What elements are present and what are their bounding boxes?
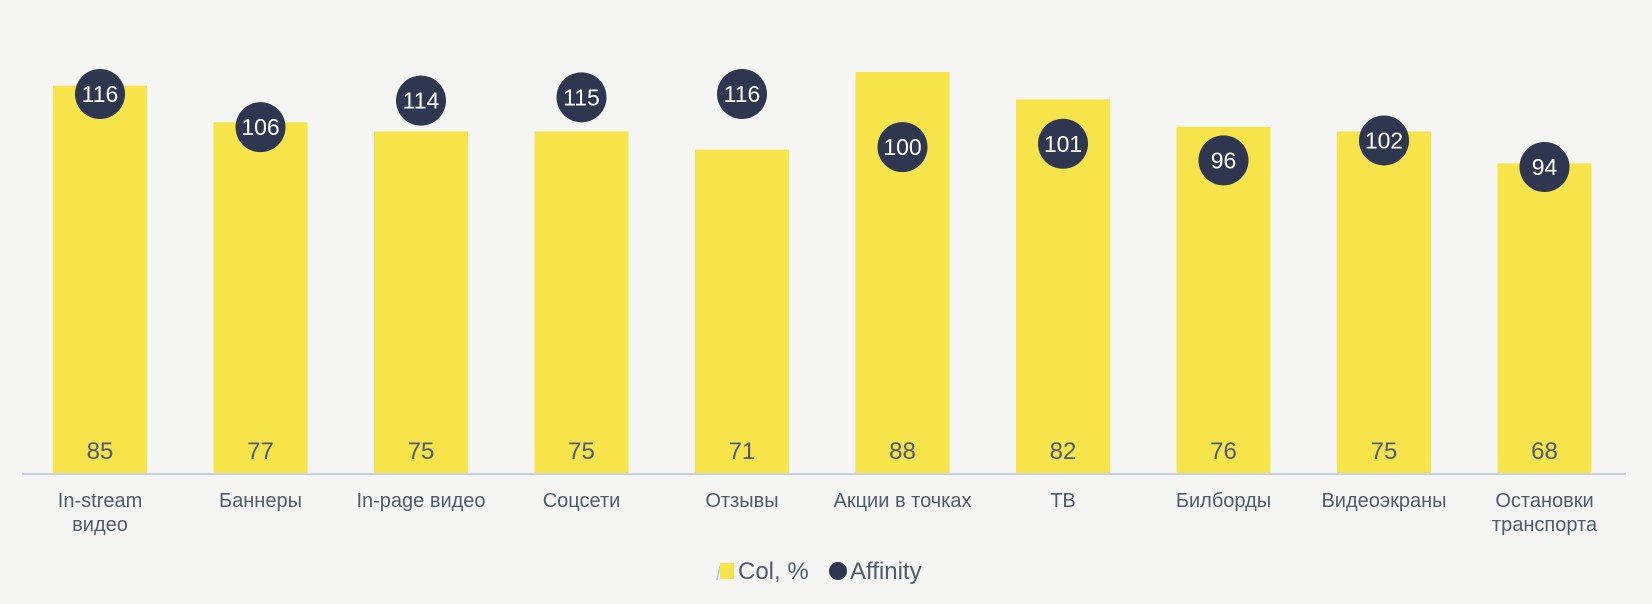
- affinity-dot: [1038, 118, 1088, 169]
- affinity-dot-label: 106: [241, 114, 279, 140]
- bar-value-label: 82: [1050, 438, 1077, 465]
- bar-value-label: 75: [408, 438, 435, 465]
- category-label: In-stream: [58, 490, 142, 512]
- legend-affinity-swatch: [829, 562, 847, 580]
- legend-col-marker-stroke: [716, 565, 721, 581]
- category-label: Остановки: [1495, 490, 1593, 512]
- legend-col-swatch: [720, 563, 734, 579]
- affinity-dot-label: 115: [563, 84, 600, 110]
- category-label: Видеоэкраны: [1321, 490, 1446, 512]
- category-label: Билборды: [1176, 490, 1271, 512]
- affinity-dot-label: 114: [403, 88, 440, 114]
- category-label: In-page видео: [356, 490, 485, 512]
- category-label: видео: [72, 514, 128, 536]
- affinity-dot: [877, 122, 928, 173]
- affinity-dot: [1198, 135, 1249, 186]
- category-label: Акции в точках: [834, 490, 972, 512]
- affinity-dot: [75, 69, 125, 119]
- affinity-dot-label: 96: [1211, 147, 1237, 173]
- bar: [1497, 163, 1592, 474]
- bar: [534, 131, 629, 475]
- bar-value-label: 75: [568, 438, 595, 465]
- bar: [1337, 131, 1431, 475]
- bar-value-label: 75: [1371, 438, 1398, 465]
- affinity-dot: [1519, 142, 1570, 192]
- affinity-dot: [396, 75, 446, 126]
- affinity-dot-label: 116: [724, 81, 761, 107]
- affinity-dot: [717, 69, 767, 119]
- affinity-dot-label: 100: [883, 134, 921, 160]
- bar: [53, 85, 147, 475]
- bar: [213, 122, 308, 474]
- bar-series-col: [53, 72, 1592, 475]
- bar-value-label: 77: [247, 438, 274, 465]
- bar-value-label: 68: [1531, 438, 1558, 465]
- affinity-dot-label: 102: [1365, 127, 1403, 153]
- category-label: Баннеры: [219, 490, 302, 512]
- affinity-dot: [556, 72, 607, 123]
- affinity-dot: [1359, 115, 1409, 166]
- affinity-dot-label: 116: [82, 81, 119, 107]
- bar: [374, 131, 468, 475]
- category-label: Соцсети: [543, 490, 621, 512]
- legend-affinity-label: Affinity: [850, 558, 922, 585]
- category-label: Отзывы: [705, 490, 778, 512]
- category-label: ТВ: [1050, 490, 1076, 512]
- legend-col-label: Col, %: [738, 558, 809, 585]
- bar-value-label: 71: [729, 438, 756, 465]
- category-label: транспорта: [1492, 514, 1598, 536]
- bar-value-label: 76: [1210, 438, 1237, 465]
- bar-value-label: 85: [87, 438, 114, 465]
- dot-series-affinity: 116 106 114 115 116 100 101 96 102 94: [75, 69, 1570, 192]
- bar: [695, 149, 789, 474]
- bar-value-label: 88: [889, 438, 916, 465]
- legend: Col, % Affinity: [716, 558, 922, 585]
- bar-value-labels: 85 77 75 75 71 88 82 76 75 68: [87, 438, 1558, 465]
- affinity-dot: [235, 102, 286, 153]
- affinity-dot-label: 94: [1532, 154, 1558, 180]
- affinity-dot-label: 101: [1044, 131, 1082, 157]
